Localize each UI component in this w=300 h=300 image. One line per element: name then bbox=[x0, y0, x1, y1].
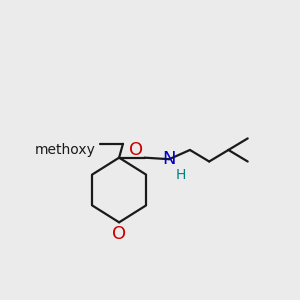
Text: H: H bbox=[175, 168, 186, 182]
Text: O: O bbox=[112, 225, 126, 243]
Text: N: N bbox=[162, 150, 176, 168]
Text: methoxy: methoxy bbox=[35, 143, 96, 157]
Text: O: O bbox=[129, 141, 143, 159]
